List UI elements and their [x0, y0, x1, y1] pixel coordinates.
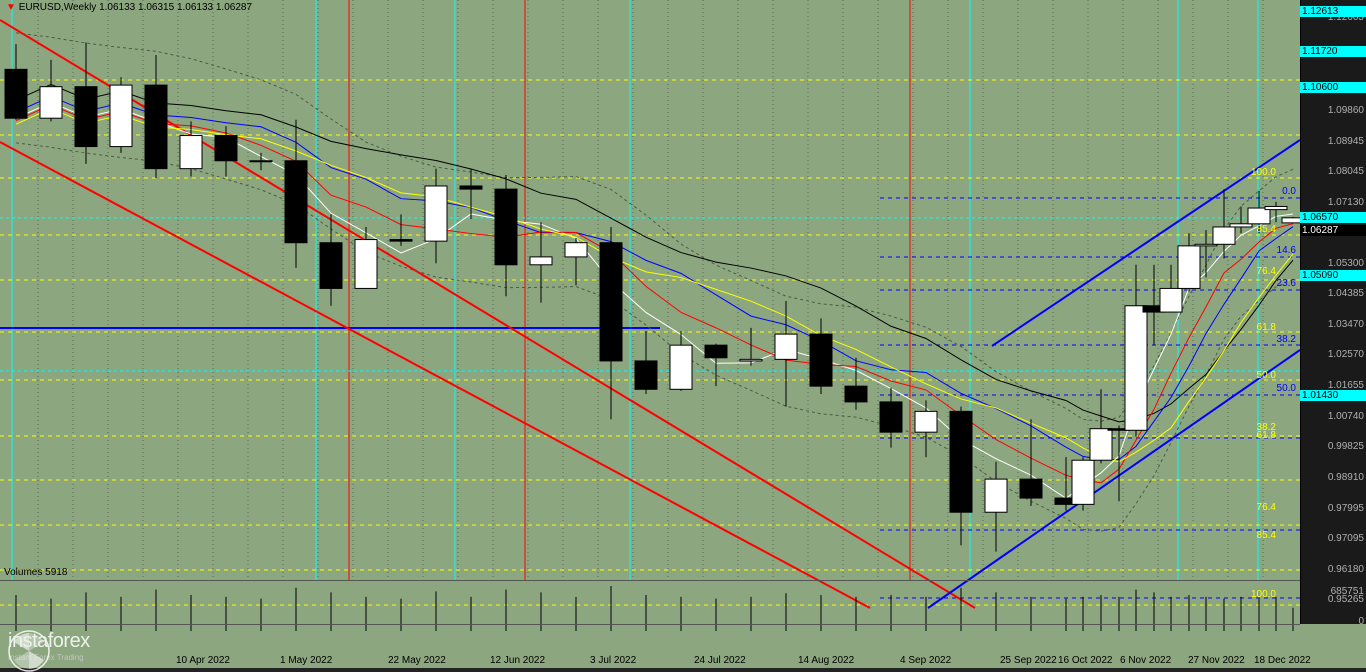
- price-tick: 1.05300: [1328, 258, 1364, 269]
- time-tick: 14 Aug 2022: [798, 655, 854, 666]
- price-level-cyan: 1.06570: [1300, 212, 1366, 223]
- price-tick: 1.07130: [1328, 197, 1364, 208]
- price-level-cyan: 1.05090: [1300, 270, 1366, 281]
- price-level-cyan: 1.10600: [1300, 82, 1366, 93]
- time-tick: 1 May 2022: [280, 655, 332, 666]
- time-tick: 27 Nov 2022: [1188, 655, 1245, 666]
- svg-text:61.8: 61.8: [1257, 430, 1277, 441]
- arrow-down-icon: ▼: [6, 2, 16, 13]
- logo-watermark: instaforex Instant Forex Trading: [8, 630, 90, 662]
- price-level-cyan: 1.12613: [1300, 6, 1366, 17]
- svg-text:85.4: 85.4: [1257, 530, 1277, 541]
- logo-icon: [8, 630, 50, 672]
- volume-area: Volumes 5918: [0, 580, 1300, 624]
- svg-text:0.0: 0.0: [1282, 186, 1296, 197]
- time-tick: 16 Oct 2022: [1058, 655, 1112, 666]
- price-axis: 1.126051.098601.089451.080451.071301.062…: [1300, 0, 1366, 624]
- svg-text:85.4: 85.4: [1257, 224, 1277, 235]
- time-tick: 3 Jul 2022: [590, 655, 636, 666]
- main-chart-area[interactable]: 100.085.476.461.850.038.261.876.485.4100…: [0, 0, 1300, 624]
- time-tick: 18 Dec 2022: [1254, 655, 1311, 666]
- price-tick: 0.98910: [1328, 472, 1364, 483]
- volume-label: Volumes 5918: [4, 567, 67, 578]
- price-tick: 1.02570: [1328, 349, 1364, 360]
- price-level-cyan: 1.01430: [1300, 390, 1366, 401]
- price-tick: 0.96180: [1328, 564, 1364, 575]
- price-tick: 1.00740: [1328, 411, 1364, 422]
- svg-text:100.0: 100.0: [1251, 167, 1276, 178]
- time-tick: 24 Jul 2022: [694, 655, 746, 666]
- price-tick: 1.09860: [1328, 105, 1364, 116]
- svg-text:38.2: 38.2: [1277, 334, 1297, 345]
- symbol-title: ▼ EURUSD,Weekly 1.06133 1.06315 1.06133 …: [6, 2, 252, 13]
- time-tick: 12 Jun 2022: [490, 655, 545, 666]
- svg-text:76.4: 76.4: [1257, 502, 1277, 513]
- time-tick: 4 Sep 2022: [900, 655, 951, 666]
- price-tick: 0.97095: [1328, 533, 1364, 544]
- time-tick: 10 Apr 2022: [176, 655, 230, 666]
- time-axis: 10 Apr 2022 1 May 2022 22 May 2022 12 Jun 2…: [0, 624, 1300, 668]
- svg-text:50.0: 50.0: [1277, 383, 1297, 394]
- timeframe-text: Weekly: [64, 2, 97, 13]
- price-tick: 1.08945: [1328, 136, 1364, 147]
- symbol-text: EURUSD: [19, 2, 61, 13]
- svg-text:23.6: 23.6: [1277, 278, 1297, 289]
- chart-svg: 100.085.476.461.850.038.261.876.485.4100…: [0, 0, 1300, 624]
- time-tick: 25 Sep 2022: [1000, 655, 1057, 666]
- price-tick: 0.99825: [1328, 441, 1364, 452]
- time-tick: 6 Nov 2022: [1120, 655, 1171, 666]
- chart-container: 100.085.476.461.850.038.261.876.485.4100…: [0, 0, 1366, 668]
- ohlc-text: 1.06133 1.06315 1.06133 1.06287: [99, 2, 252, 13]
- price-tick: 1.08045: [1328, 166, 1364, 177]
- price-level-cyan: 1.11720: [1300, 46, 1366, 57]
- price-tick: 1.06287: [1300, 225, 1366, 236]
- price-tick: 1.03470: [1328, 319, 1364, 330]
- svg-text:61.8: 61.8: [1257, 322, 1277, 333]
- svg-text:76.4: 76.4: [1257, 266, 1277, 277]
- svg-text:50.0: 50.0: [1257, 370, 1277, 381]
- time-tick: 22 May 2022: [388, 655, 446, 666]
- svg-text:14.6: 14.6: [1277, 245, 1297, 256]
- price-tick: 1.04385: [1328, 288, 1364, 299]
- price-tick: 0.97995: [1328, 503, 1364, 514]
